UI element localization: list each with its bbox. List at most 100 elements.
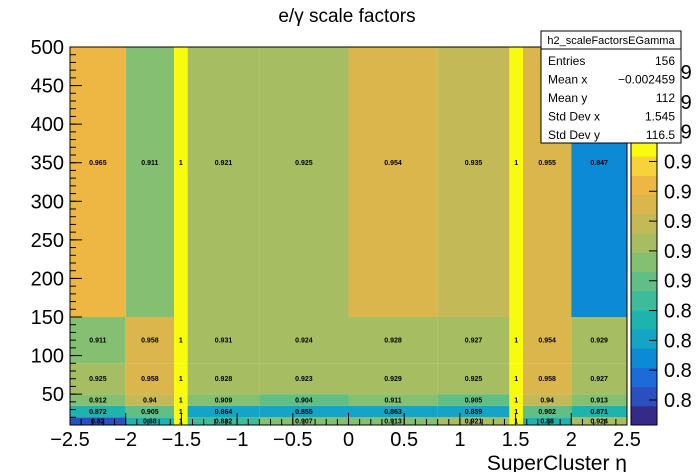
cell-value-label: 0.82 — [91, 419, 105, 426]
cell-value-label: 0.931 — [215, 338, 233, 345]
cell-value-label: 0.911 — [89, 338, 106, 345]
cell-value-label: 0.847 — [590, 160, 608, 167]
color-scale-band — [631, 271, 657, 292]
heatmap-cell — [509, 394, 523, 406]
y-tick-label: 400 — [31, 114, 64, 136]
stats-box: h2_scaleFactorsEGamma Entries 156 Mean x −0… — [540, 30, 682, 144]
cell-value-label: 1 — [514, 160, 518, 167]
z-tick-label: 0.8 — [664, 330, 692, 352]
x-tick-label: 2 — [566, 429, 577, 451]
stats-value: 156 — [655, 54, 675, 68]
heatmap-cell — [509, 363, 523, 395]
x-tick-label: −1.5 — [162, 429, 201, 451]
heatmap-cell — [437, 405, 510, 418]
heatmap-cell — [509, 317, 523, 364]
heatmap-cell — [187, 47, 260, 317]
heatmap-cell — [522, 317, 572, 364]
x-tick-label: 1 — [454, 429, 465, 451]
cell-value-label: 1 — [514, 409, 518, 416]
cell-value-label: 0.965 — [89, 160, 107, 167]
heatmap-cell — [259, 394, 349, 406]
heatmap-cell — [187, 363, 260, 395]
stats-label: Mean x — [548, 73, 587, 87]
color-scale-band — [631, 290, 657, 311]
heatmap-cell — [437, 417, 510, 425]
heatmap-cell — [174, 417, 188, 425]
color-scale-band — [631, 348, 657, 368]
cell-value-label: 1 — [514, 376, 518, 383]
x-tick-label: −0.5 — [273, 429, 312, 451]
heatmap-cell — [571, 317, 627, 364]
cell-value-label: 0.905 — [141, 409, 159, 416]
stats-value: 116.5 — [646, 128, 675, 142]
heatmap-cell — [348, 317, 438, 364]
cell-value-label: 0.923 — [295, 376, 313, 383]
cell-value-label: 0.909 — [215, 397, 233, 404]
x-tick-label: 1.5 — [502, 429, 530, 451]
heatmap-cell — [522, 394, 572, 406]
heatmap-cell — [125, 394, 175, 406]
cell-value-label: 0.954 — [538, 338, 556, 345]
color-scale-band — [631, 156, 657, 176]
heatmap-cell — [259, 47, 349, 317]
cell-value-label: 1 — [179, 160, 183, 167]
heatmap-cell — [174, 405, 188, 418]
heatmap-cell — [571, 405, 627, 418]
heatmap-cell — [522, 417, 572, 425]
cell-value-label: 0.911 — [384, 397, 401, 404]
x-tick-label: −1 — [226, 429, 249, 451]
cell-value-label: 0.872 — [89, 409, 107, 416]
cell-value-label: 0.954 — [384, 160, 402, 167]
stats-box-rows: Entries 156 Mean x −0.002459 Mean y 112 Std De… — [548, 54, 675, 142]
heatmap-cell — [70, 47, 126, 317]
heatmap-cell — [522, 405, 572, 418]
cell-value-label: 0.855 — [295, 409, 313, 416]
y-tick-label: 150 — [31, 307, 64, 329]
heatmap-cell — [437, 394, 510, 406]
heatmap-cell — [437, 317, 510, 364]
z-tick-label: 0.9 — [664, 241, 692, 263]
cell-value-label: 0.871 — [590, 409, 608, 416]
heatmap-cell — [174, 317, 188, 364]
color-scale-band — [631, 194, 657, 215]
x-tick-label: 2.5 — [613, 429, 641, 451]
x-tick-label: −2 — [114, 429, 137, 451]
cell-value-label: 0.958 — [141, 376, 159, 383]
heatmap-cell — [571, 394, 627, 406]
stats-box-title: h2_scaleFactorsEGamma — [547, 35, 675, 47]
stats-value: 1.545 — [645, 110, 675, 124]
cell-value-label: 0.927 — [465, 338, 483, 345]
heatmap-cell — [187, 394, 260, 406]
heatmap-cell — [70, 417, 126, 425]
cell-value-label: 1 — [179, 376, 183, 383]
heatmap-cell — [174, 394, 188, 406]
cell-value-label: 1 — [179, 338, 183, 345]
heatmap-cell — [509, 417, 523, 425]
cell-value-label: 0.928 — [384, 338, 402, 345]
color-scale-band — [631, 309, 657, 330]
heatmap-cell — [187, 317, 260, 364]
heatmap-cell — [125, 47, 175, 317]
cell-value-label: 0.864 — [215, 409, 233, 416]
cell-value-label: 0.935 — [465, 160, 483, 167]
heatmap-cell — [187, 417, 260, 425]
stats-label: Std Dev x — [548, 110, 600, 124]
stats-label: Std Dev y — [548, 128, 600, 142]
color-scale-band — [631, 213, 657, 234]
z-tick-label: 0.8 — [664, 301, 692, 323]
heatmap-cell — [348, 394, 438, 406]
stats-label: Entries — [548, 54, 585, 68]
cell-value-label: 0.955 — [538, 160, 556, 167]
z-tick-label: 0.8 — [664, 390, 692, 412]
y-tick-label: 300 — [31, 191, 64, 213]
y-tick-label: 200 — [31, 268, 64, 290]
heatmap-cell — [348, 47, 438, 317]
heatmap-cell — [259, 405, 349, 418]
y-tick-label: 450 — [31, 76, 64, 98]
color-scale-band — [631, 175, 657, 196]
cell-value-label: 0.94 — [143, 397, 157, 404]
stats-label: Mean y — [548, 91, 587, 105]
cell-value-label: 0.927 — [590, 376, 608, 383]
cell-value-label: 0.905 — [465, 397, 483, 404]
heatmap-cell — [437, 363, 510, 395]
